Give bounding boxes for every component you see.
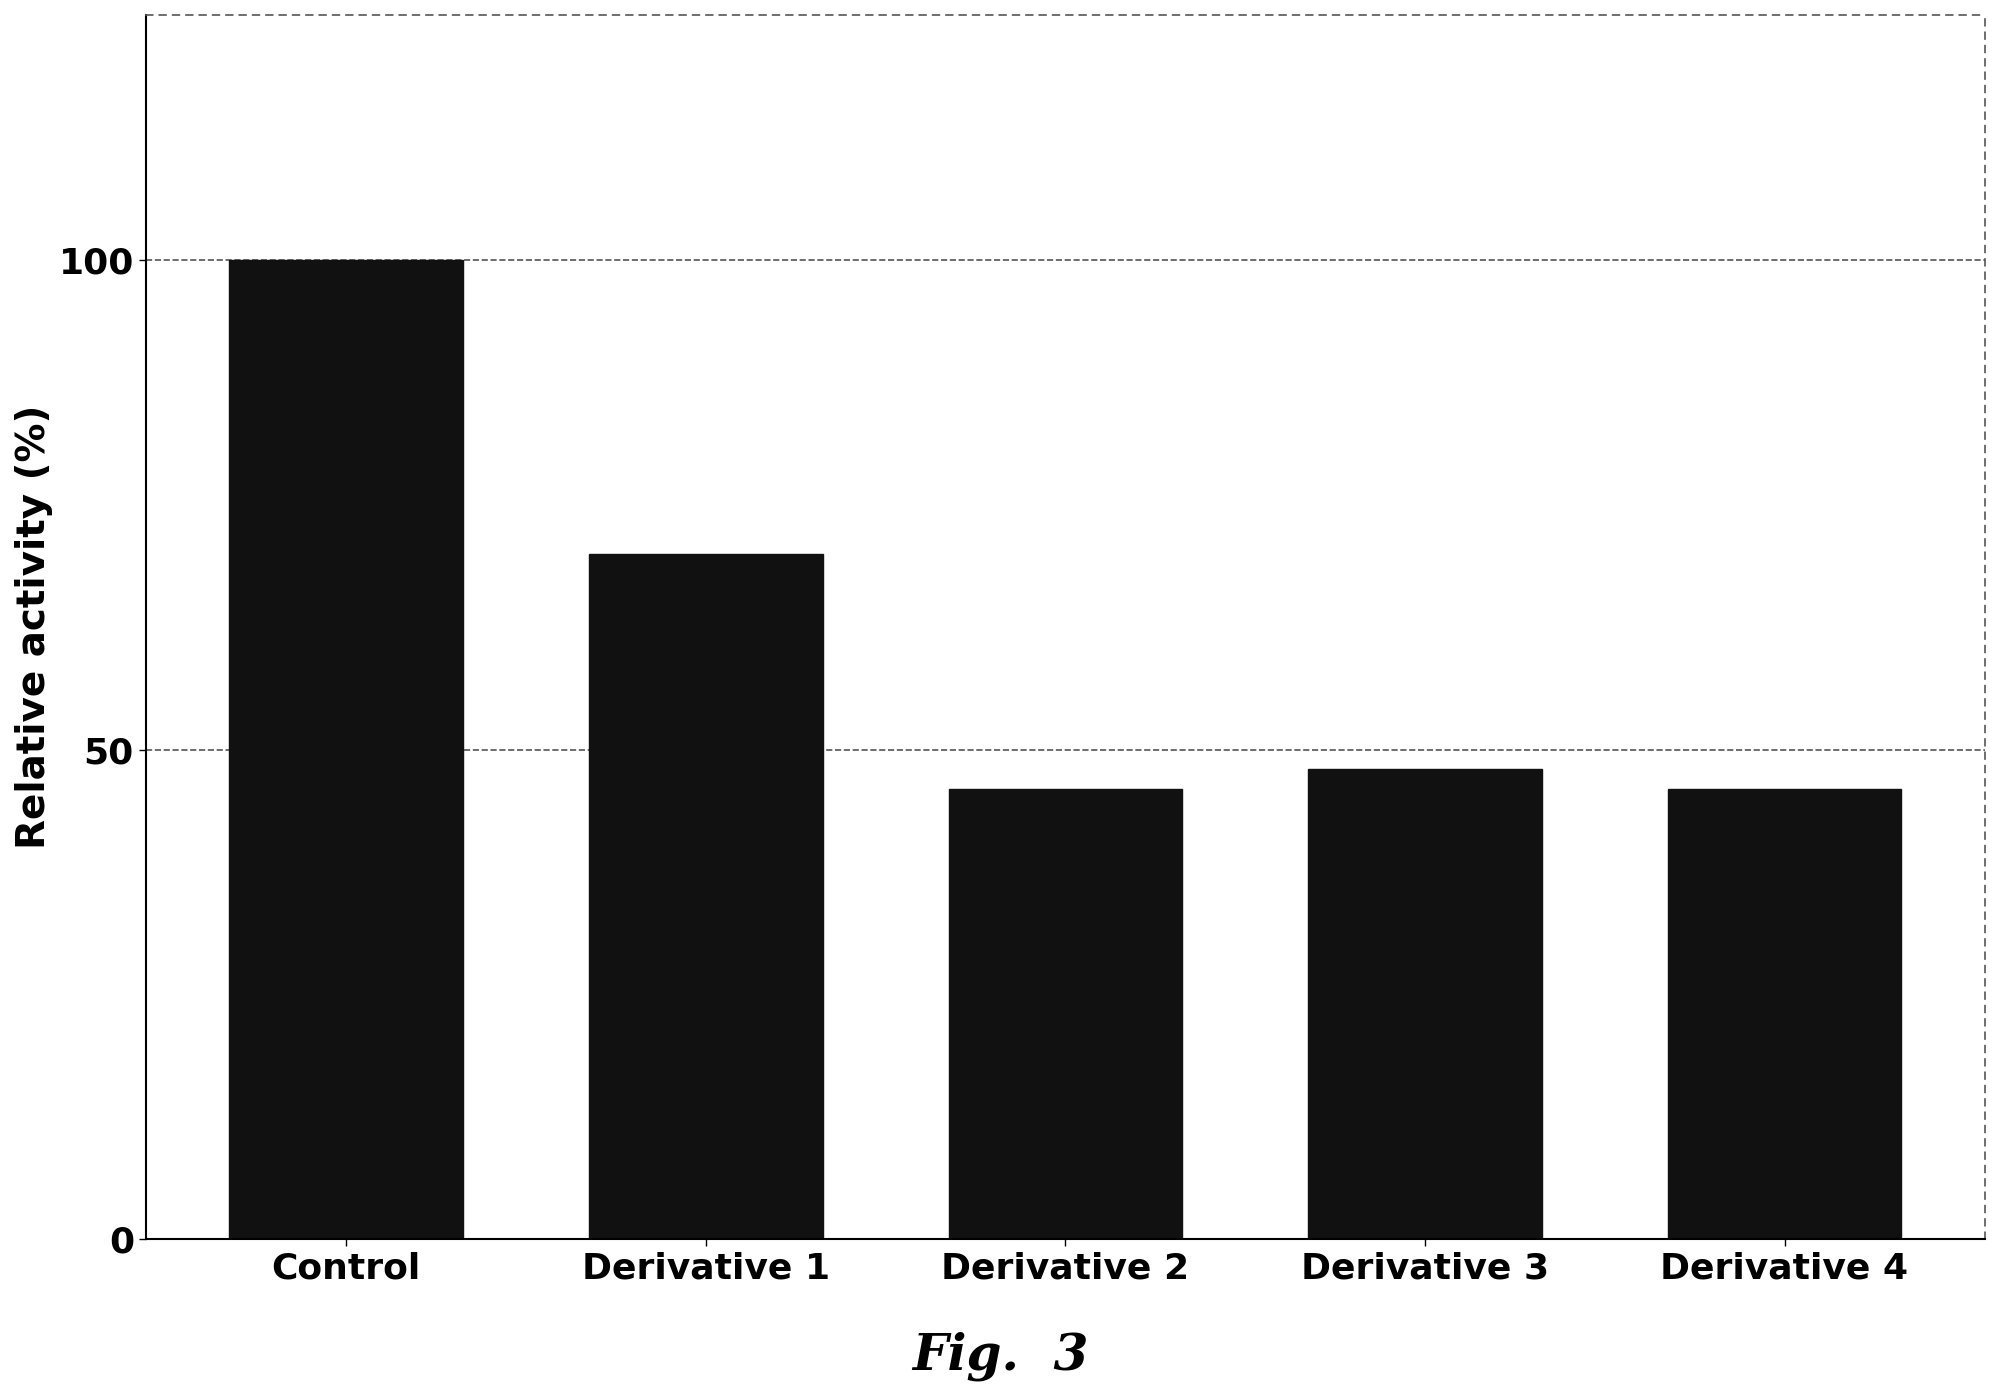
Bar xyxy=(948,788,1182,1240)
Bar xyxy=(588,554,822,1240)
Bar xyxy=(1308,769,1542,1240)
Bar xyxy=(1668,788,1902,1240)
Bar xyxy=(230,260,464,1240)
Text: Fig.  3: Fig. 3 xyxy=(912,1331,1088,1381)
Y-axis label: Relative activity (%): Relative activity (%) xyxy=(16,405,54,850)
